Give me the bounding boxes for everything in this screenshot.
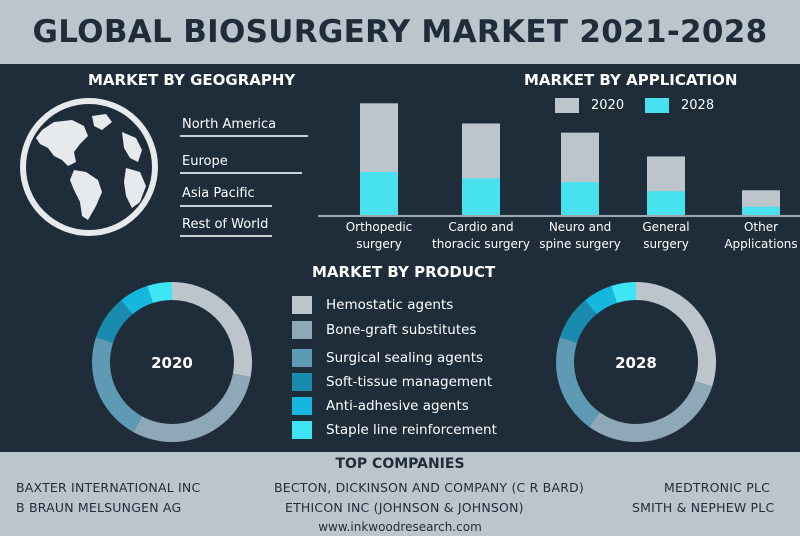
- legend-swatch: [645, 98, 669, 113]
- region-rest-of-world: Rest of World: [182, 217, 269, 232]
- product-label: Staple line reinforcement: [326, 422, 497, 438]
- bar-2028: [360, 171, 398, 215]
- legend-swatch: [555, 98, 579, 113]
- region-europe: Europe: [182, 154, 228, 169]
- application-heading: MARKET BY APPLICATION: [524, 71, 738, 89]
- product-swatch: [292, 349, 312, 367]
- region-underline: [180, 172, 302, 174]
- region-underline: [180, 235, 272, 237]
- tick-label: Other: [744, 220, 778, 234]
- product-label: Surgical sealing agents: [326, 350, 484, 366]
- product-legend-item: Anti-adhesive agents: [292, 397, 469, 415]
- company-name: SMITH & NEPHEW PLC: [632, 500, 775, 515]
- application-bar-chart: Orthopedic surgery Cardio and thoracic surg…: [318, 103, 800, 251]
- legend-2028: 2028: [645, 98, 714, 113]
- tick-label: Orthopedic: [346, 220, 413, 234]
- product-swatch: [292, 397, 312, 415]
- legend-2020: 2020: [555, 98, 624, 113]
- donut-slice: [611, 282, 636, 304]
- title-bar: GLOBAL BIOSURGERY MARKET 2021-2028: [0, 0, 800, 64]
- product-swatch: [292, 296, 312, 314]
- donut-slice: [147, 282, 172, 304]
- tick-label: thoracic surgery: [432, 237, 530, 251]
- product-swatch: [292, 321, 312, 339]
- product-legend-item: Bone-graft substitutes: [292, 321, 476, 339]
- company-name: B BRAUN MELSUNGEN AG: [16, 500, 182, 515]
- product-legend-item: Soft-tissue management: [292, 373, 492, 391]
- company-name: BAXTER INTERNATIONAL INC: [16, 480, 201, 495]
- tick-label: General: [642, 220, 689, 234]
- donut-slice: [585, 285, 617, 315]
- donut-slice: [588, 381, 713, 442]
- product-legend-item: Hemostatic agents: [292, 296, 453, 314]
- bar-2028: [462, 178, 500, 215]
- company-name: BECTON, DICKINSON AND COMPANY (C R BARD): [274, 480, 584, 495]
- product-swatch: [292, 373, 312, 391]
- product-label: Bone-graft substitutes: [326, 322, 477, 338]
- donut-center-label: 2020: [151, 354, 193, 372]
- region-underline: [180, 205, 272, 207]
- donut-chart-2028: 2028: [556, 282, 716, 442]
- product-label: Hemostatic agents: [326, 297, 454, 313]
- tick-label: surgery: [643, 237, 689, 251]
- region-north-america: North America: [182, 117, 277, 132]
- company-name: ETHICON INC (JOHNSON & JOHNSON): [285, 500, 524, 515]
- tick-label: Applications: [724, 237, 797, 251]
- tick-label: Cardio and: [448, 220, 513, 234]
- page-title: GLOBAL BIOSURGERY MARKET 2021-2028: [32, 14, 768, 50]
- company-name: MEDTRONIC PLC: [664, 480, 771, 495]
- product-heading: MARKET BY PRODUCT: [312, 263, 496, 281]
- donut-center-label: 2028: [615, 354, 657, 372]
- product-swatch: [292, 421, 312, 439]
- product-label: Soft-tissue management: [326, 374, 493, 390]
- geography-heading: MARKET BY GEOGRAPHY: [88, 71, 296, 89]
- donut-slice: [91, 337, 143, 433]
- bar-2028: [742, 206, 780, 215]
- website-url: www.inkwoodresearch.com: [318, 520, 482, 534]
- globe-icon: [20, 98, 158, 236]
- tick-label: Neuro and: [549, 220, 611, 234]
- donut-slice: [121, 285, 153, 315]
- region-asia-pacific: Asia Pacific: [182, 186, 255, 201]
- product-legend-item: Staple line reinforcement: [292, 421, 497, 439]
- bar-2028: [561, 182, 599, 215]
- top-companies-panel: TOP COMPANIES BAXTER INTERNATIONAL INC B…: [0, 452, 800, 536]
- legend-label: 2020: [591, 98, 625, 113]
- product-legend-item: Surgical sealing agents: [292, 349, 483, 367]
- companies-heading: TOP COMPANIES: [335, 456, 465, 472]
- legend-label: 2028: [681, 98, 715, 113]
- product-label: Anti-adhesive agents: [326, 398, 469, 414]
- donut-slice: [636, 282, 716, 387]
- donut-slice: [559, 300, 597, 343]
- donut-chart-2020: 2020: [91, 282, 252, 442]
- donut-slice: [556, 337, 600, 427]
- donut-slice: [95, 300, 133, 343]
- donut-slice: [133, 373, 251, 442]
- tick-label: spine surgery: [539, 237, 621, 251]
- tick-label: surgery: [356, 237, 402, 251]
- region-underline: [180, 135, 308, 137]
- donut-slice: [172, 282, 252, 377]
- bar-2028: [647, 191, 685, 215]
